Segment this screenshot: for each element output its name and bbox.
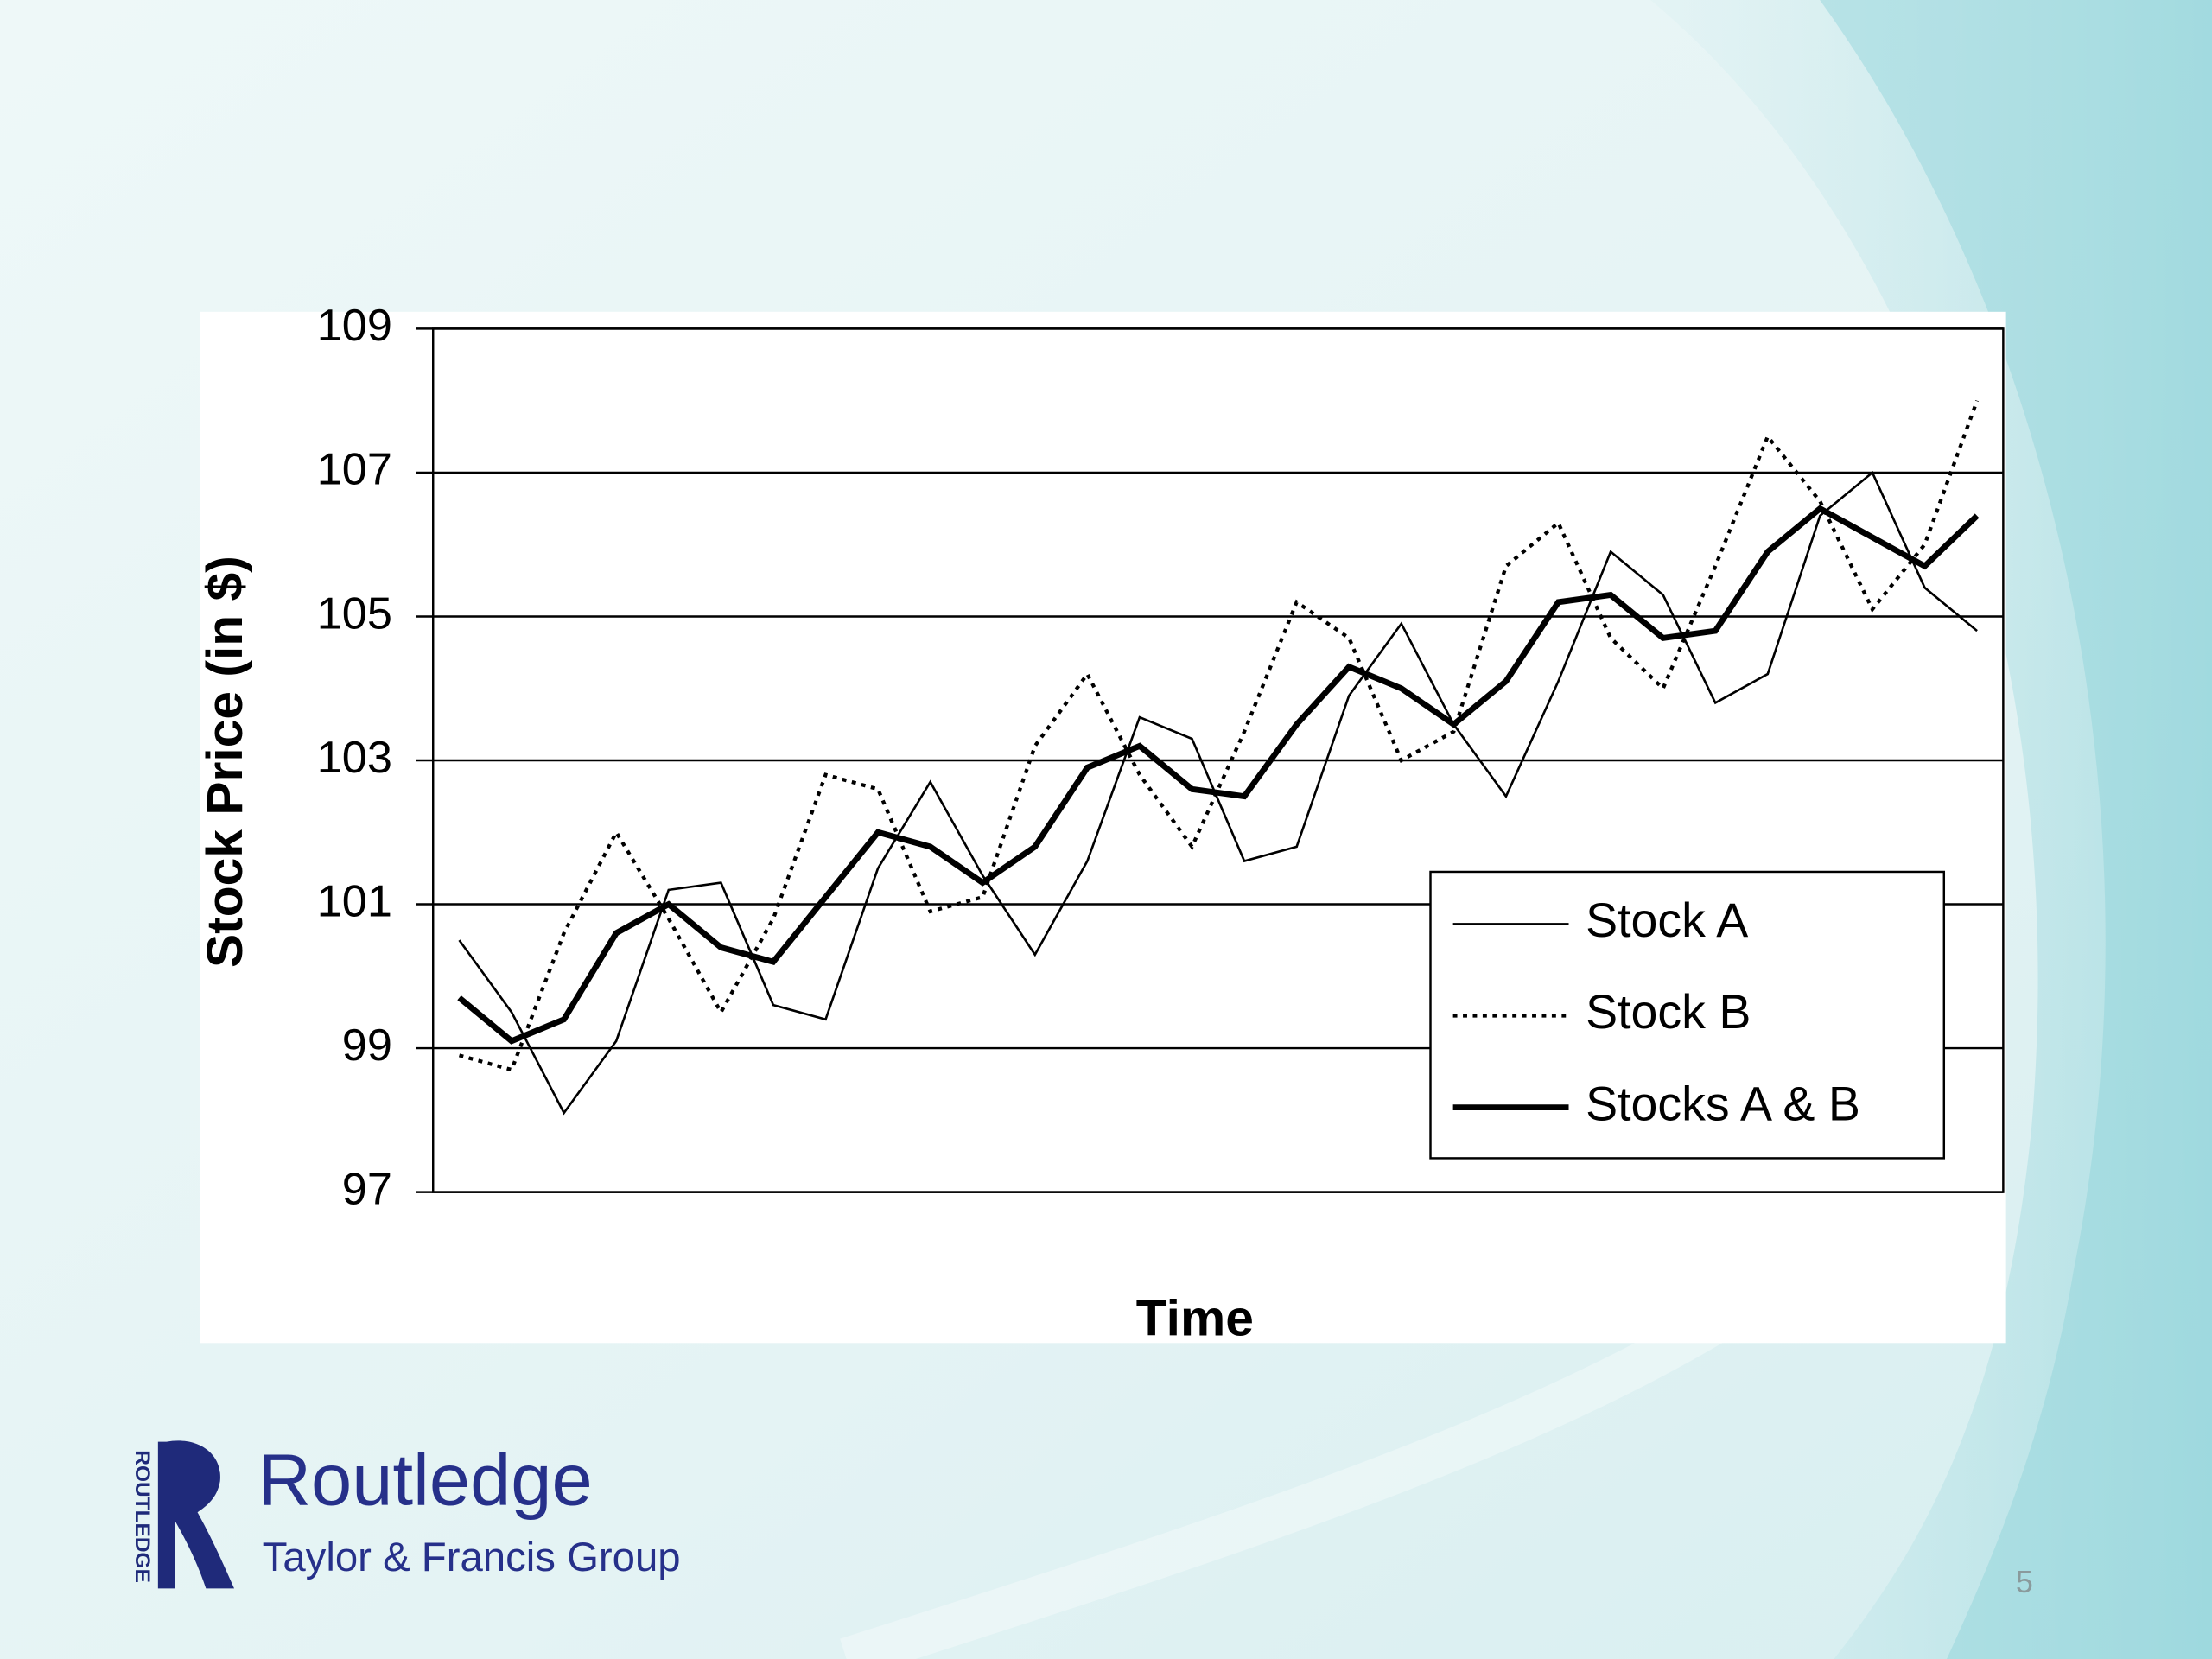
y-tick-label: 97 [342,1164,392,1214]
series-line [458,470,1978,1116]
brand-tagline: Taylor & Francis Group [263,1535,681,1580]
y-axis-label: Stock Price (in $) [197,556,253,968]
y-tick-label: 105 [317,588,392,639]
plot-frame [432,327,2005,1193]
legend-label: Stocks A & B [1586,1077,1860,1130]
chart: 97 99 101 103 105 107 109 Stock A Stock B Stocks … [317,301,2005,1214]
page-number: 5 [2016,1564,2033,1599]
logo: ROUTLEDGE Routledge Taylor & Francis Gro… [130,1439,681,1589]
y-tick-label: 109 [317,301,392,351]
logo-mark [157,1440,235,1589]
series-line [458,399,1980,1072]
y-tick-label: 107 [317,445,392,495]
swoosh [1820,0,2212,1659]
legend: Stock A Stock B Stocks A & B [1429,870,1946,1160]
y-tick-label: 103 [317,733,392,783]
legend-label: Stock A [1586,893,1748,947]
brand-name: Routledge [258,1439,593,1521]
x-axis-label: Time [1136,1290,1254,1346]
swoosh [1650,0,2212,1659]
logo-vertical-text: ROUTLEDGE [130,1450,154,1583]
legend-label: Stock B [1586,985,1751,1039]
y-tick-label: 101 [317,876,392,926]
series-line [457,505,1980,1045]
y-tick-label: 99 [342,1020,392,1071]
chart-area [200,311,2006,1344]
